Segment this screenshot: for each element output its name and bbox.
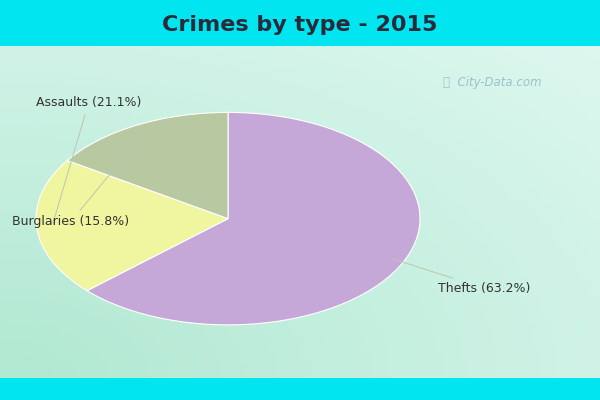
Text: Burglaries (15.8%): Burglaries (15.8%) xyxy=(12,135,142,228)
Text: Thefts (63.2%): Thefts (63.2%) xyxy=(392,259,530,295)
Wedge shape xyxy=(67,112,228,219)
Text: ⓘ  City-Data.com: ⓘ City-Data.com xyxy=(443,76,541,89)
Wedge shape xyxy=(87,112,420,325)
Wedge shape xyxy=(36,160,228,291)
Text: Assaults (21.1%): Assaults (21.1%) xyxy=(36,96,142,224)
Text: Crimes by type - 2015: Crimes by type - 2015 xyxy=(163,15,437,35)
